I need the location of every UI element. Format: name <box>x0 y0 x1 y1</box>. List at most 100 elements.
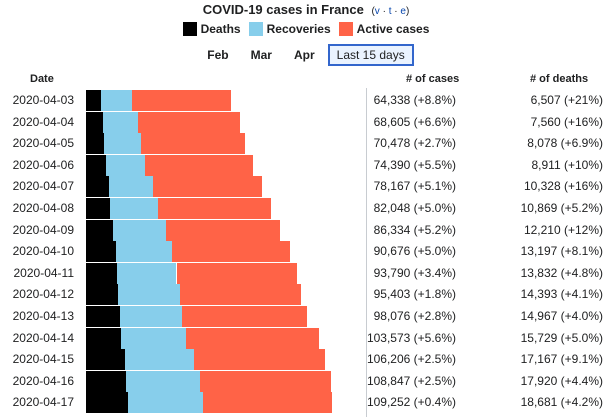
bar-deaths <box>86 284 119 306</box>
chart-title: COVID-19 cases in France (v · t · e) <box>0 1 612 21</box>
bar-active-cases <box>194 349 325 371</box>
table-row: 2020-04-13 98,076 (+2.8%) 14,967 (+4.0%) <box>0 306 612 327</box>
bar-active-cases <box>144 154 254 176</box>
row-deaths: 17,920 (+4.4%) <box>520 373 603 388</box>
legend-swatch-active <box>338 22 353 36</box>
row-deaths: 8,911 (+10%) <box>531 157 604 172</box>
row-deaths: 15,729 (+5.0%) <box>520 330 603 345</box>
vte-links: (v · t · e) <box>371 6 409 17</box>
row-deaths: 14,967 (+4.0%) <box>520 309 603 323</box>
row-cases: 68,605 (+6.6%) <box>373 114 456 129</box>
bar-recoveries <box>103 111 138 133</box>
row-bar-stack <box>86 198 366 219</box>
table-row: 2020-04-06 74,390 (+5.5%) 8,911 (+10%) <box>0 154 612 176</box>
row-date: 2020-04-10 <box>12 244 74 259</box>
vte-open-paren: ( <box>371 6 375 17</box>
table-row: 2020-04-03 64,338 (+8.8%) 6,507 (+21%) <box>0 90 612 111</box>
row-bar-stack <box>86 176 366 198</box>
chart-legend: Deaths Recoveries Active cases <box>0 20 612 38</box>
vte-edit-link[interactable]: e <box>400 6 406 17</box>
row-deaths: 13,832 (+4.8%) <box>520 265 603 280</box>
bar-recoveries <box>117 262 177 284</box>
row-date: 2020-04-08 <box>12 201 74 215</box>
row-date: 2020-04-04 <box>12 114 74 129</box>
bar-deaths <box>86 392 129 414</box>
bar-deaths <box>86 370 127 392</box>
row-deaths: 12,210 (+12%) <box>523 222 603 237</box>
bar-recoveries <box>121 327 187 349</box>
table-row: 2020-04-17 109,252 (+0.4%) 18,681 (+4.2%) <box>0 392 612 414</box>
bar-recoveries <box>126 370 201 392</box>
table-row: 2020-04-14 103,573 (+5.6%) 15,729 (+5.0%) <box>0 327 612 349</box>
table-row: 2020-04-12 95,403 (+1.8%) 14,393 (+4.1%) <box>0 284 612 306</box>
row-cases: 93,790 (+3.4%) <box>373 265 456 280</box>
bar-deaths <box>86 262 118 284</box>
vte-close-paren: ) <box>405 6 410 17</box>
table-row: 2020-04-04 68,605 (+6.6%) 7,560 (+16%) <box>0 111 612 133</box>
table-row: 2020-04-15 106,206 (+2.5%) 17,167 (+9.1%) <box>0 349 612 371</box>
bar-deaths <box>86 198 111 219</box>
row-deaths: 10,328 (+16%) <box>523 179 603 194</box>
tab-apr[interactable]: Apr <box>293 48 315 62</box>
bar-recoveries <box>113 219 166 241</box>
bar-deaths <box>86 241 116 263</box>
row-cases: 74,390 (+5.5%) <box>373 157 456 172</box>
vte-view-link[interactable]: v <box>374 6 380 17</box>
legend-swatch-recoveries <box>248 22 263 36</box>
bar-recoveries <box>100 90 133 111</box>
row-bar-stack <box>86 349 366 371</box>
bar-active-cases <box>165 219 281 241</box>
bar-deaths <box>86 111 103 133</box>
row-cases: 70,478 (+2.7%) <box>373 136 456 151</box>
bar-recoveries <box>119 306 183 327</box>
row-cases: 95,403 (+1.8%) <box>373 287 456 302</box>
row-date: 2020-04-06 <box>12 157 74 172</box>
row-bar-stack <box>86 392 366 414</box>
row-deaths: 14,393 (+4.1%) <box>520 287 603 302</box>
chart-title-text: COVID-19 cases in France <box>202 2 364 17</box>
period-tabs: Feb Mar Apr Last 15 days <box>0 44 612 66</box>
bar-deaths <box>86 133 105 155</box>
row-date: 2020-04-07 <box>12 179 74 194</box>
row-cases: 90,676 (+5.0%) <box>373 244 456 259</box>
bar-recoveries <box>124 349 195 371</box>
legend-item-active: Active cases <box>338 20 429 38</box>
bar-recoveries <box>115 241 172 263</box>
column-header-date: Date <box>30 73 54 85</box>
row-deaths: 17,167 (+9.1%) <box>520 352 603 367</box>
bar-active-cases <box>179 284 301 306</box>
row-bar-stack <box>86 90 366 111</box>
bar-deaths <box>86 349 125 371</box>
bar-deaths <box>86 306 120 327</box>
row-bar-stack <box>86 219 366 241</box>
row-date: 2020-04-15 <box>12 352 74 367</box>
row-date: 2020-04-11 <box>13 265 75 280</box>
bar-active-cases <box>137 111 241 133</box>
vte-separator: · <box>382 6 386 17</box>
bar-active-cases <box>140 133 245 155</box>
bar-active-cases <box>186 327 320 349</box>
row-deaths: 10,869 (+5.2%) <box>520 201 603 215</box>
row-bar-stack <box>86 306 366 327</box>
bar-deaths <box>86 90 101 111</box>
row-cases: 86,334 (+5.2%) <box>373 222 456 237</box>
bar-recoveries <box>110 198 159 219</box>
legend-item-recoveries: Recoveries <box>248 20 331 38</box>
row-date: 2020-04-09 <box>12 222 74 237</box>
bar-deaths <box>86 176 110 198</box>
row-cases: 108,847 (+2.5%) <box>366 373 456 388</box>
legend-label-deaths: Deaths <box>200 22 241 36</box>
row-cases: 106,206 (+2.5%) <box>366 352 456 367</box>
bar-deaths <box>86 327 122 349</box>
row-deaths: 6,507 (+21%) <box>530 93 603 107</box>
tab-last-15-days[interactable]: Last 15 days <box>327 44 414 66</box>
row-cases: 82,048 (+5.0%) <box>373 201 456 215</box>
tab-mar[interactable]: Mar <box>250 48 272 62</box>
vte-talk-link[interactable]: t <box>388 6 392 17</box>
table-row: 2020-04-09 86,334 (+5.2%) 12,210 (+12%) <box>0 219 612 241</box>
legend-swatch-deaths <box>182 22 197 36</box>
row-deaths: 13,197 (+8.1%) <box>520 244 603 259</box>
table-row: 2020-04-08 82,048 (+5.0%) 10,869 (+5.2%) <box>0 198 612 219</box>
tab-feb[interactable]: Feb <box>207 48 229 62</box>
row-date: 2020-04-05 <box>12 136 74 151</box>
